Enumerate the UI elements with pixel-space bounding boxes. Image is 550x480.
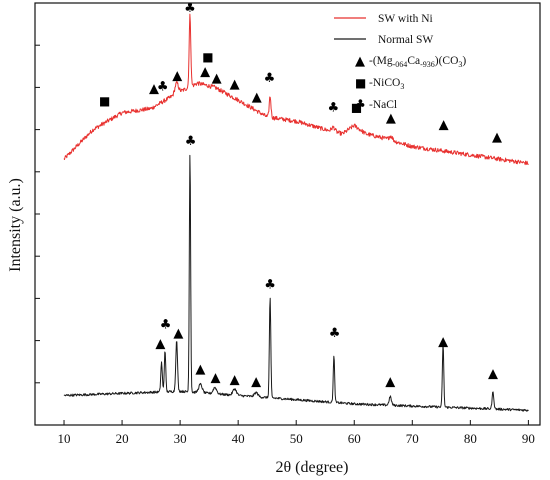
legend-label-nacl: -NaCl xyxy=(369,99,397,111)
triangle-marker-icon: ▲ xyxy=(252,90,262,105)
club-marker-icon: ♣ xyxy=(157,79,169,94)
legend-label-normal-sw: Normal SW xyxy=(378,34,433,46)
triangle-marker-icon: ▲ xyxy=(200,65,210,80)
square-marker-icon: ■ xyxy=(351,100,362,114)
triangle-marker-icon: ▲ xyxy=(211,370,221,385)
x-tick-label: 70 xyxy=(406,431,419,446)
triangle-icon: ▲ xyxy=(355,54,365,69)
legend-label-nico3: -NiCO3 xyxy=(369,77,404,91)
legend-label-sw-with-ni: SW with Ni xyxy=(378,13,433,25)
series-sw-with-ni-line xyxy=(63,13,529,166)
triangle-marker-icon: ▲ xyxy=(386,111,396,126)
x-axis-ticks: 10 20 30 40 50 60 70 80 90 xyxy=(58,420,535,446)
triangle-marker-icon: ▲ xyxy=(488,366,498,381)
triangle-marker-icon: ▲ xyxy=(230,373,240,388)
triangle-marker-icon: ▲ xyxy=(212,71,222,86)
x-axis-title: 2θ (degree) xyxy=(276,459,349,476)
club-marker-icon: ♣ xyxy=(184,1,196,16)
square-marker-icon: ■ xyxy=(202,50,213,64)
triangle-marker-icon: ▲ xyxy=(155,337,165,352)
y-axis-ticks xyxy=(35,44,40,384)
club-marker-icon: ♣ xyxy=(328,100,340,115)
x-tick-label: 80 xyxy=(464,431,477,446)
club-marker-icon: ♣ xyxy=(264,278,276,293)
triangle-marker-icon: ▲ xyxy=(439,117,449,132)
series-normal-sw-line xyxy=(63,154,529,412)
x-tick-label: 20 xyxy=(116,431,129,446)
legend: SW with Ni Normal SW ▲ -(Mg-064Ca-936)(C… xyxy=(334,13,466,111)
x-tick-label: 10 xyxy=(58,431,71,446)
square-icon: ■ xyxy=(355,76,366,90)
x-tick-label: 50 xyxy=(290,431,303,446)
triangle-marker-icon: ▲ xyxy=(149,81,159,96)
square-marker-icon: ■ xyxy=(99,94,110,108)
club-marker-icon: ♣ xyxy=(185,134,197,149)
triangle-marker-icon: ▲ xyxy=(230,77,240,92)
peak-marker-layer: ■▲♣▲♣■▲ ▲ ▲▲♣♣ ■▲ ▲▲▲♣▲♣▲▲ ▲ ▲♣♣▲▲▲ xyxy=(99,1,502,389)
club-marker-icon: ♣ xyxy=(160,318,172,333)
x-tick-label: 40 xyxy=(232,431,245,446)
club-icon: ♣ xyxy=(355,97,366,111)
y-axis-title: Intensity (a.u.) xyxy=(7,178,24,272)
trace-layer xyxy=(63,13,529,412)
triangle-marker-icon: ▲ xyxy=(492,130,502,145)
club-marker-icon: ♣ xyxy=(329,326,341,341)
x-tick-label: 60 xyxy=(348,431,361,446)
triangle-marker-icon: ▲ xyxy=(385,375,395,390)
x-tick-label: 90 xyxy=(522,431,535,446)
triangle-marker-icon: ▲ xyxy=(172,69,182,84)
triangle-marker-icon: ▲ xyxy=(438,335,448,350)
triangle-marker-icon: ▲ xyxy=(195,362,205,377)
triangle-marker-icon: ▲ xyxy=(173,326,183,341)
triangle-marker-icon: ▲ xyxy=(251,375,261,390)
club-marker-icon: ♣ xyxy=(264,71,276,86)
legend-label-mgca-carbonate: -(Mg-064Ca-936)(CO3) xyxy=(369,55,466,69)
x-tick-label: 30 xyxy=(174,431,187,446)
